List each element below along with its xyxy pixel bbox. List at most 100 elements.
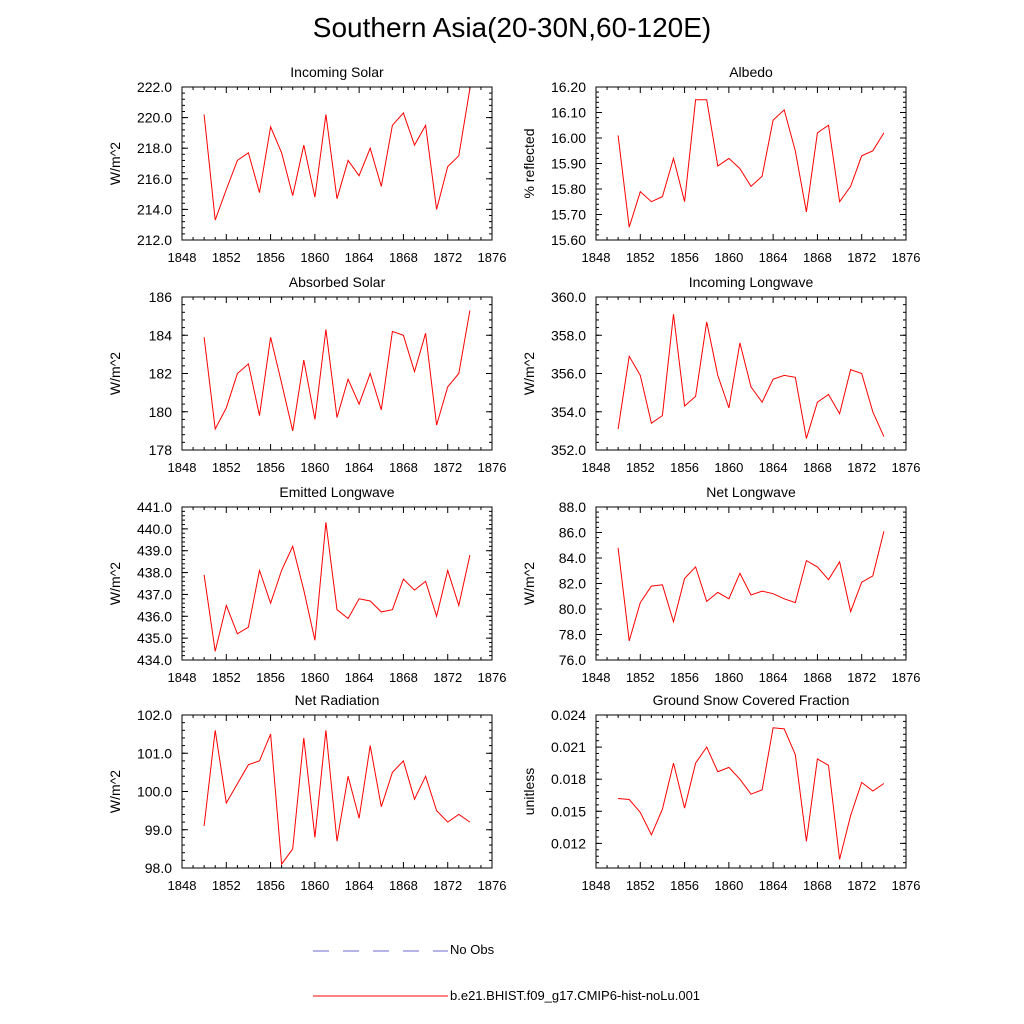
panel-net-radiation: 1848 1852 1856 1860 1864 1868 1872 1876 98.0 99.0…	[107, 692, 506, 893]
y-axis-label: W/m^2	[107, 352, 123, 395]
y-tick-label: 360.0	[551, 289, 586, 305]
x-tick-label: 1868	[389, 250, 418, 265]
panel-title: Incoming Longwave	[689, 274, 814, 290]
x-tick-label: 1848	[582, 878, 611, 893]
legend	[313, 950, 448, 997]
y-tick-label: 16.00	[551, 130, 586, 146]
y-tick-label: 102.0	[137, 707, 172, 723]
y-tick-label: 0.024	[551, 707, 586, 723]
y-axis-label: W/m^2	[107, 142, 123, 185]
y-tick-label: 0.021	[551, 739, 586, 755]
y-tick-label: 98.0	[145, 860, 172, 876]
x-tick-label: 1856	[256, 460, 285, 475]
x-tick-label: 1872	[847, 250, 876, 265]
series-line	[203, 730, 471, 866]
y-tick-label: 15.70	[551, 207, 586, 223]
x-tick-label: 1856	[670, 460, 699, 475]
x-tick-label: 1860	[714, 250, 743, 265]
x-tick-label: 1852	[212, 460, 241, 475]
plot-frame	[595, 296, 907, 451]
y-tick-label: 212.0	[137, 232, 172, 248]
x-tick-label: 1848	[168, 670, 197, 685]
panel-title: Net Longwave	[706, 484, 796, 500]
panel-title: Albedo	[729, 64, 773, 80]
x-tick-label: 1852	[212, 878, 241, 893]
x-tick-label: 1856	[670, 250, 699, 265]
y-tick-label: 80.0	[559, 601, 586, 617]
series-line	[617, 314, 885, 439]
x-tick-label: 1848	[168, 878, 197, 893]
panel-albedo: 1848 1852 1856 1860 1864 1868 1872 1876 15.60 15.…	[521, 64, 920, 265]
x-tick-label: 1852	[212, 250, 241, 265]
x-tick-label: 1864	[759, 460, 788, 475]
x-tick-label: 1864	[345, 670, 374, 685]
y-tick-label: 186	[149, 289, 173, 305]
x-tick-label: 1860	[300, 670, 329, 685]
y-axis-label: W/m^2	[107, 770, 123, 813]
y-tick-label: 180	[149, 404, 173, 420]
x-tick-label: 1864	[345, 878, 374, 893]
x-tick-label: 1864	[345, 250, 374, 265]
panel-incoming-longwave: 1848 1852 1856 1860 1864 1868 1872 1876 352.0 354…	[521, 274, 920, 475]
x-tick-label: 1872	[433, 460, 462, 475]
x-tick-label: 1876	[478, 250, 507, 265]
y-tick-label: 222.0	[137, 79, 172, 95]
x-tick-label: 1852	[626, 878, 655, 893]
y-axis-label: W/m^2	[521, 352, 537, 395]
series-line	[617, 99, 885, 228]
y-tick-label: 358.0	[551, 327, 586, 343]
y-tick-label: 16.10	[551, 105, 586, 121]
x-tick-label: 1860	[714, 460, 743, 475]
x-tick-label: 1856	[670, 878, 699, 893]
plot-frame	[181, 86, 493, 241]
x-tick-label: 1872	[433, 670, 462, 685]
legend-label-no-obs: No Obs	[450, 942, 495, 957]
panel-absorbed-solar: 1848 1852 1856 1860 1864 1868 1872 1876 178 180 18…	[107, 274, 506, 475]
x-tick-label: 1860	[300, 878, 329, 893]
x-tick-label: 1856	[670, 670, 699, 685]
x-tick-label: 1852	[626, 460, 655, 475]
x-tick-label: 1852	[212, 670, 241, 685]
x-tick-label: 1860	[714, 670, 743, 685]
series-line	[203, 88, 471, 221]
x-tick-label: 1856	[256, 250, 285, 265]
x-tick-label: 1860	[300, 460, 329, 475]
x-tick-label: 1876	[478, 460, 507, 475]
plot-frame	[595, 86, 907, 241]
x-tick-label: 1868	[803, 460, 832, 475]
x-tick-label: 1876	[892, 460, 921, 475]
x-tick-label: 1848	[168, 460, 197, 475]
y-tick-label: 100.0	[137, 784, 172, 800]
x-tick-label: 1864	[759, 670, 788, 685]
y-axis-label: W/m^2	[521, 562, 537, 605]
y-tick-label: 437.0	[137, 586, 172, 602]
plot-frame	[595, 714, 907, 869]
x-tick-label: 1876	[478, 878, 507, 893]
y-tick-label: 214.0	[137, 201, 172, 217]
y-tick-label: 441.0	[137, 499, 172, 515]
x-tick-label: 1876	[892, 670, 921, 685]
y-tick-label: 354.0	[551, 404, 586, 420]
x-tick-label: 1848	[582, 250, 611, 265]
y-tick-label: 15.80	[551, 181, 586, 197]
panel-title: Incoming Solar	[290, 64, 384, 80]
series-line	[203, 310, 471, 432]
y-axis-label: unitless	[521, 768, 537, 815]
panel-incoming-solar: 1848 1852 1856 1860 1864 1868 1872 1876 212.0 214…	[107, 64, 506, 265]
x-tick-label: 1860	[300, 250, 329, 265]
plot-frame	[595, 506, 907, 661]
panel-emitted-longwave: 1848 1852 1856 1860 1864 1868 1872 1876 434.0 435…	[107, 484, 506, 685]
y-tick-label: 220.0	[137, 110, 172, 126]
panel-net-longwave: 1848 1852 1856 1860 1864 1868 1872 1876 76.0 78.0…	[521, 484, 920, 685]
x-tick-label: 1864	[759, 250, 788, 265]
y-tick-label: 182	[149, 366, 173, 382]
x-tick-label: 1864	[759, 878, 788, 893]
panel-title: Net Radiation	[295, 692, 380, 708]
y-tick-label: 76.0	[559, 652, 586, 668]
y-tick-label: 356.0	[551, 366, 586, 382]
x-tick-label: 1872	[433, 878, 462, 893]
x-tick-label: 1852	[626, 250, 655, 265]
y-tick-label: 15.60	[551, 232, 586, 248]
y-tick-label: 440.0	[137, 521, 172, 537]
